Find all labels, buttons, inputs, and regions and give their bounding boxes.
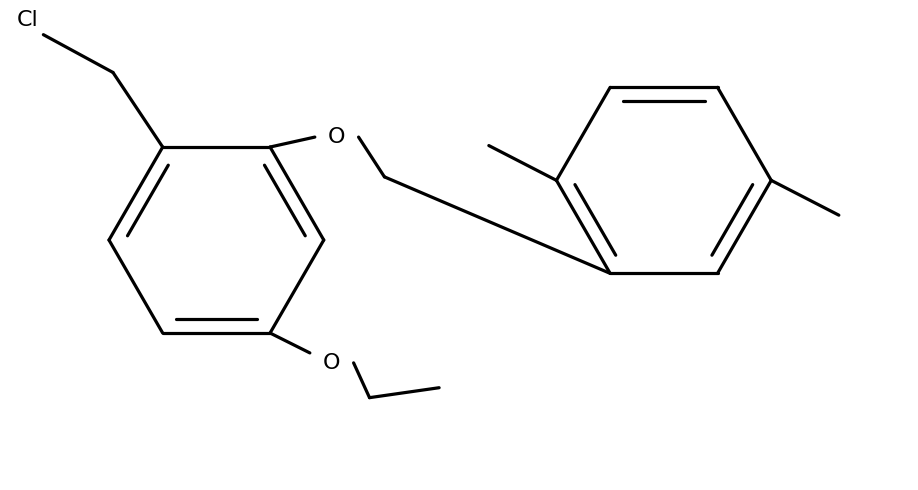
Text: O: O xyxy=(323,353,341,373)
Text: O: O xyxy=(328,127,345,147)
Text: Cl: Cl xyxy=(17,10,39,30)
